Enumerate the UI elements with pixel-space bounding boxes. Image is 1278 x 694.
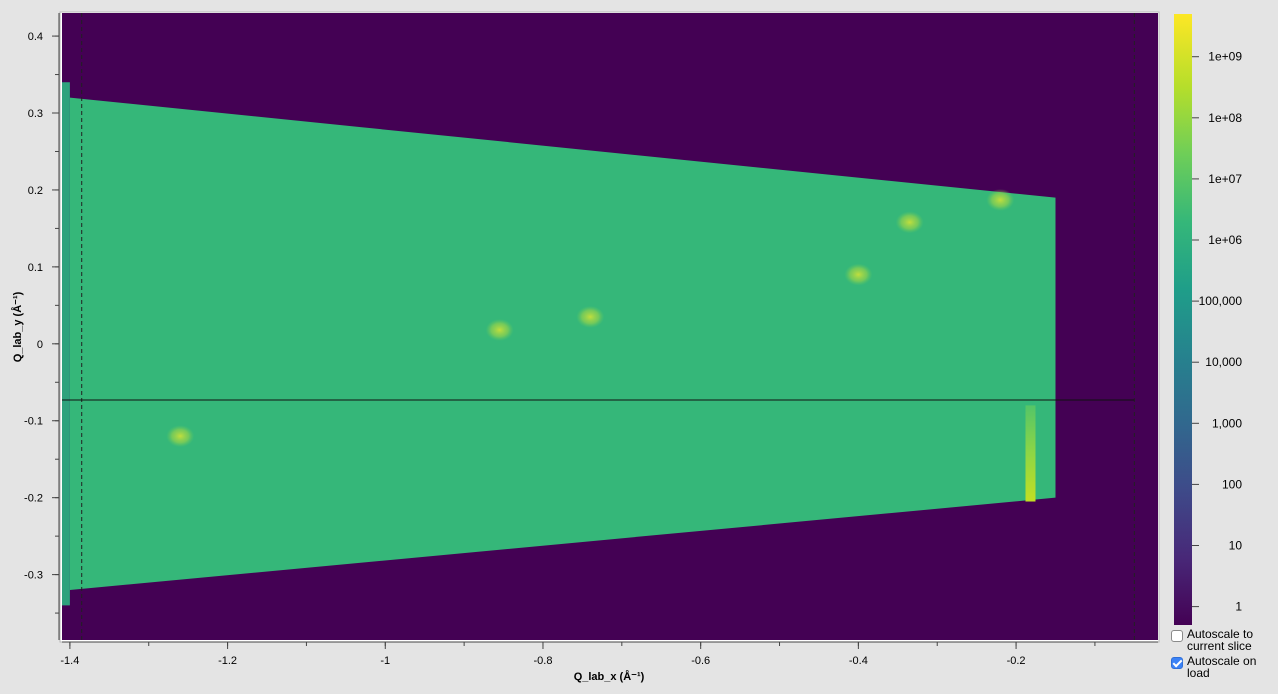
colorbar-tick-label: 1e+09 <box>1208 50 1242 64</box>
autoscale-slice-label: Autoscale to current slice <box>1187 627 1254 653</box>
colorbar-tick-label: 100,000 <box>1199 294 1243 308</box>
y-tick-label: 0.2 <box>28 185 43 197</box>
colorbar-tick-label: 10 <box>1229 539 1243 553</box>
y-axis: 0.4 0.3 0.2 0.1 0 -0.1 -0.2 -0.3 <box>24 13 60 640</box>
colorbar-axis: 1 10 100 1,000 10,000 100,000 1e+06 1e+07 1e+08 1… <box>1192 50 1242 614</box>
colorbar-tick-label: 1e+07 <box>1208 172 1242 186</box>
colorbar-tick-label: 10,000 <box>1205 355 1242 369</box>
detector-edge-block <box>62 82 70 606</box>
x-tick-label: -1.4 <box>60 655 79 667</box>
y-tick-label: -0.2 <box>24 493 43 505</box>
x-tick-label: -0.2 <box>1007 655 1026 667</box>
colorbar-tick-label: 1,000 <box>1212 416 1242 430</box>
colorbar-tick-label: 100 <box>1222 477 1242 491</box>
autoscale-load-option[interactable]: Autoscale on load <box>1171 655 1271 679</box>
x-tick-label: -1 <box>380 655 390 667</box>
autoscale-load-label: Autoscale on load <box>1187 654 1257 680</box>
y-tick-label: -0.1 <box>24 416 43 428</box>
y-tick-label: 0.1 <box>28 262 43 274</box>
heatmap-hot-spot <box>166 425 195 448</box>
x-axis: -1.4 -1.2 -1 -0.8 -0.6 -0.4 -0.2 <box>60 641 1158 667</box>
detector-bright-edge <box>1025 405 1036 502</box>
colorbar-tick-label: 1e+08 <box>1208 111 1242 125</box>
colorbar-tick-label: 1e+06 <box>1208 233 1242 247</box>
detector-region <box>69 97 1056 590</box>
y-tick-label: 0 <box>37 339 43 351</box>
y-axis-title: Q_lab_y (Å⁻¹) <box>11 291 24 362</box>
x-tick-label: -0.8 <box>533 655 552 667</box>
autoscale-slice-checkbox[interactable] <box>1171 630 1183 642</box>
autoscale-slice-option[interactable]: Autoscale to current slice <box>1171 628 1271 652</box>
plot-area[interactable] <box>54 13 1158 640</box>
autoscale-load-checkbox[interactable] <box>1171 657 1183 669</box>
x-tick-label: -0.4 <box>849 655 868 667</box>
x-tick-label: -1.2 <box>218 655 237 667</box>
heatmap-hot-spot <box>576 305 605 328</box>
heatmap-hot-spot <box>844 263 873 286</box>
colorbar <box>1174 14 1192 625</box>
y-tick-label: 0.4 <box>28 31 43 43</box>
y-tick-label: 0.3 <box>28 108 43 120</box>
heatmap-hot-spot <box>986 188 1015 211</box>
x-tick-label: -0.6 <box>691 655 710 667</box>
x-axis-title: Q_lab_x (Å⁻¹) <box>574 670 645 683</box>
y-tick-label: -0.3 <box>24 570 43 582</box>
heatmap-hot-spot <box>895 211 924 234</box>
colorbar-tick-label: 1 <box>1235 600 1242 614</box>
heatmap-hot-spot <box>485 318 514 341</box>
